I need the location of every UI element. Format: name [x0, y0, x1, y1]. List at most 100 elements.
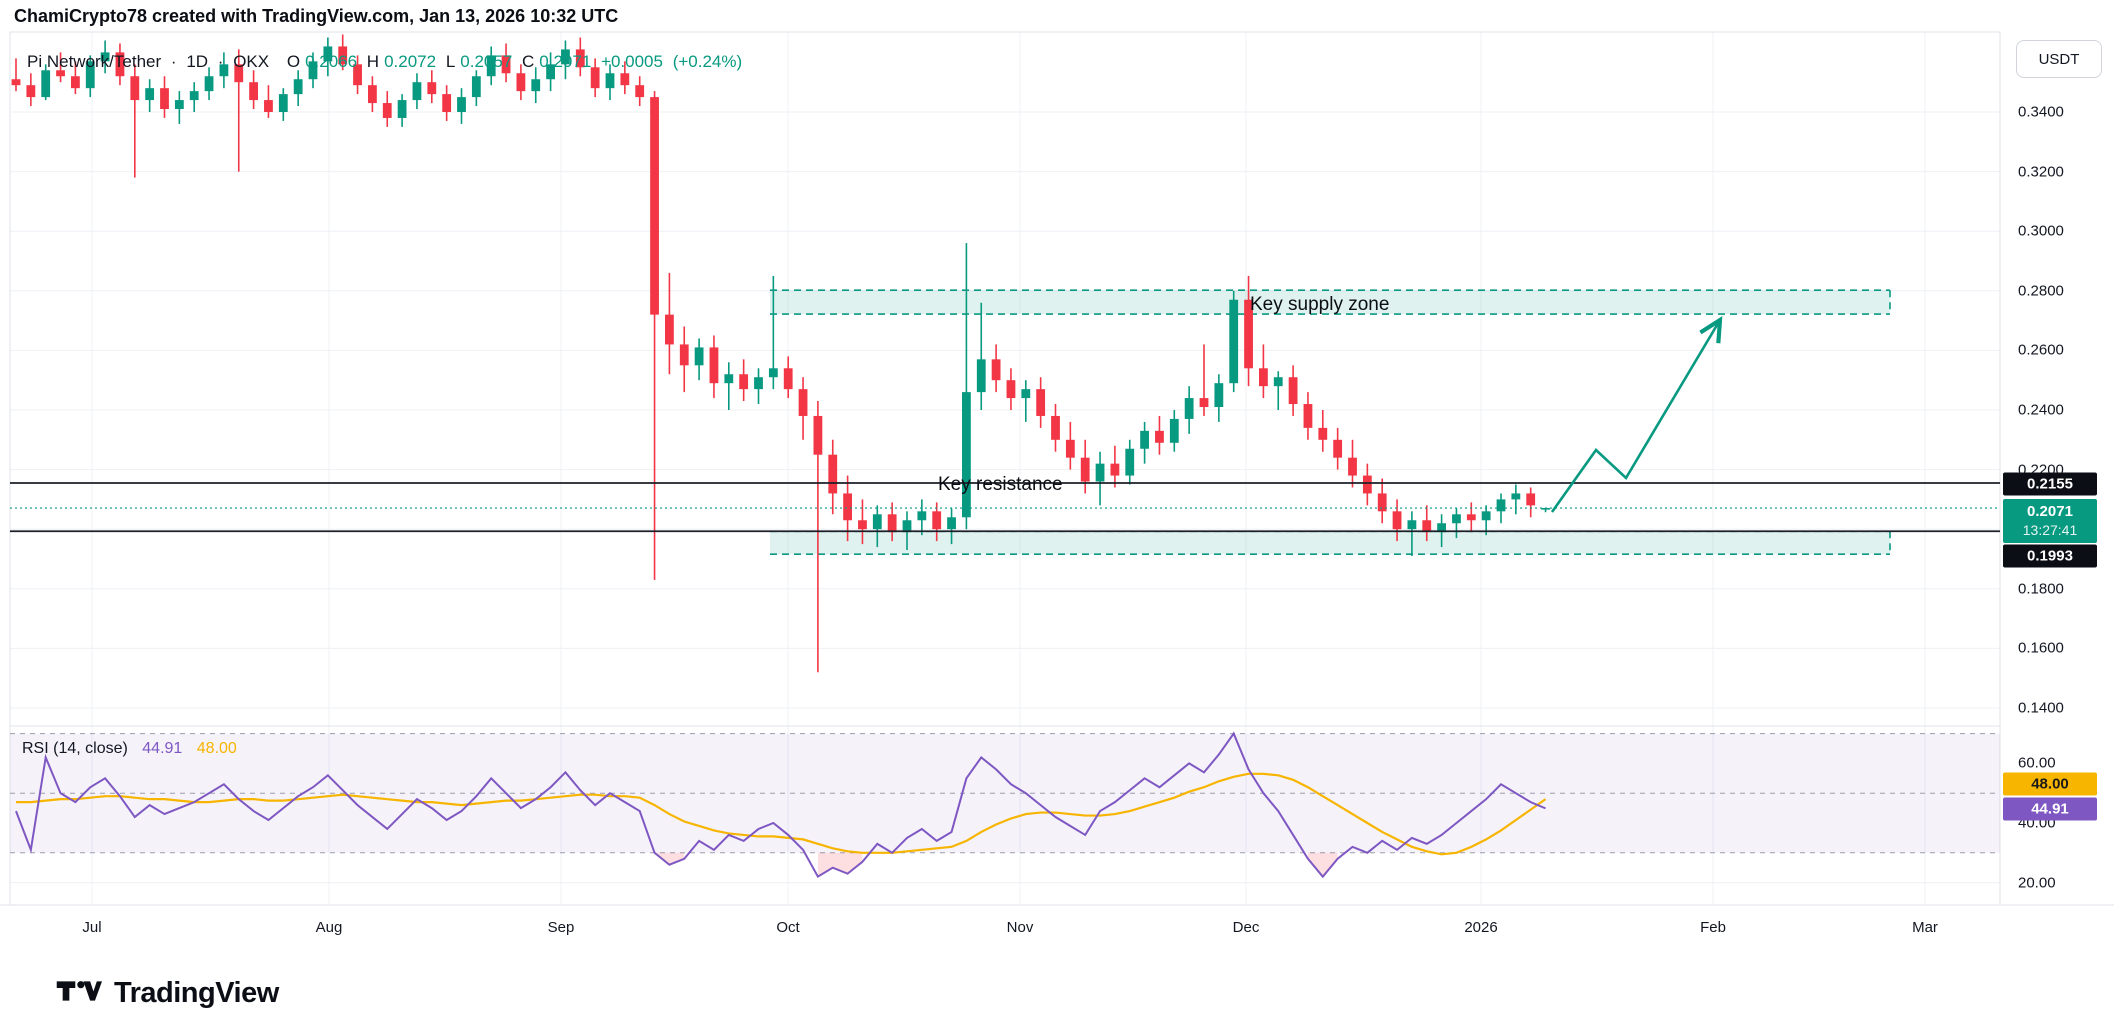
candle-down [739, 374, 749, 390]
candle-down [56, 70, 65, 77]
rsi-pane[interactable] [10, 731, 2000, 879]
candle-up [1511, 493, 1521, 500]
symbol-legend[interactable]: Pi Network/Tether · 1D · OKX O 0.2066 H 0.… [27, 52, 747, 72]
candle-down [353, 64, 362, 86]
candle-down [1199, 398, 1209, 408]
candle-down [115, 52, 125, 77]
time-axis-label[interactable]: Dec [1232, 919, 1260, 936]
candle-up [412, 82, 422, 101]
candle-down [620, 73, 630, 86]
candle-down [828, 454, 838, 494]
candle-up [100, 52, 110, 62]
rsi-current-value: 44.91 [142, 740, 183, 757]
candle-down [783, 368, 793, 390]
candle-down [679, 344, 689, 366]
candle-up [219, 64, 229, 77]
time-axis-label[interactable]: Feb [1700, 919, 1726, 936]
rsi-ma-badge: 48.00 [2003, 772, 2097, 796]
candle-down [1065, 439, 1075, 458]
candle-up [1481, 511, 1491, 521]
candle-up [976, 359, 986, 393]
candle-down [71, 76, 80, 89]
legend-separator: · [170, 52, 177, 71]
candle-up [546, 64, 555, 80]
rsi-ma-value: 48.00 [196, 740, 237, 757]
candle-down [1080, 457, 1090, 482]
projection-arrow[interactable] [1550, 316, 1723, 513]
candle-down [1006, 380, 1016, 399]
candle-down [264, 100, 273, 112]
candle-down [11, 79, 21, 86]
time-axis-label[interactable]: 2026 [1464, 919, 1498, 936]
candle-up [605, 73, 615, 89]
candle-down [590, 67, 600, 89]
candle-down [1318, 427, 1328, 440]
time-axis-label[interactable]: Sep [547, 919, 575, 936]
candle-down [665, 314, 674, 345]
symbol-interval: 1D [186, 52, 209, 71]
rsi-oversold-fill [654, 852, 685, 865]
price-tick-label: 0.1600 [2018, 639, 2064, 657]
candle-up [1214, 383, 1224, 408]
rsi-tick-label: 60.00 [2018, 754, 2056, 772]
candle-up [145, 88, 155, 101]
change-percent: (+0.24%) [672, 52, 743, 71]
candle-up [486, 55, 496, 77]
supply-zone-label[interactable]: Key supply zone [1250, 294, 1390, 315]
candle-down [1288, 377, 1298, 405]
bar-countdown: 13:27:41 [2022, 522, 2078, 538]
rsi-indicator-legend[interactable]: RSI (14, close) 44.91 48.00 [22, 740, 237, 758]
supply-zone[interactable] [770, 290, 1890, 315]
candle-down [1466, 514, 1476, 521]
price-tick-label: 0.2400 [2018, 401, 2064, 419]
candle-up [85, 61, 95, 89]
attribution-text: ChamiCrypto78 created with TradingView.c… [14, 6, 619, 26]
candle-up [174, 100, 184, 110]
candle-down [650, 97, 659, 315]
candle-down [1362, 475, 1372, 494]
currency-toggle-button[interactable]: USDT [2016, 40, 2102, 78]
candle-down [160, 88, 169, 110]
candle-down [635, 85, 645, 98]
legend-separator: · [217, 52, 224, 71]
low-value: 0.2057 [460, 52, 513, 71]
rsi-params: (14, close) [53, 740, 128, 757]
candle-up [1140, 430, 1149, 449]
resistance-line-label[interactable]: Key resistance [938, 474, 1063, 495]
change-value: +0.0005 [601, 52, 663, 71]
candle-down [709, 347, 719, 384]
candle-down [249, 82, 258, 101]
candle-down [442, 94, 452, 112]
candle-up [471, 76, 481, 98]
time-axis-label[interactable]: Jul [82, 919, 102, 936]
demand-zone[interactable] [770, 531, 1890, 555]
candle-down [1526, 493, 1536, 506]
candle-up [872, 514, 882, 530]
candle-up [724, 374, 734, 384]
support-price-badge: 0.1993 [2003, 544, 2097, 568]
candle-down [427, 82, 437, 95]
candle-up [1437, 523, 1446, 533]
open-value: 0.2066 [305, 52, 358, 71]
candle-down [991, 359, 1001, 381]
candle-up [1407, 520, 1417, 530]
candle-down [813, 415, 823, 455]
candle-up [41, 70, 51, 98]
symbol-exchange: OKX [233, 52, 270, 71]
rsi-ma-line [16, 772, 1547, 856]
candle-up [204, 76, 214, 92]
candle-down [382, 103, 392, 118]
candle-up [457, 97, 466, 112]
time-axis-label[interactable]: Aug [315, 919, 343, 936]
candle-down [843, 493, 852, 521]
tradingview-logo-icon [56, 976, 102, 1011]
tradingview-logo[interactable]: TradingView [56, 976, 279, 1011]
candle-up [694, 347, 704, 366]
price-pane[interactable] [10, 34, 2000, 673]
time-axis-label[interactable]: Mar [1912, 919, 1938, 936]
time-axis-label[interactable]: Nov [1006, 919, 1034, 936]
candle-down [1244, 299, 1253, 369]
time-axis-label[interactable]: Oct [776, 919, 800, 936]
